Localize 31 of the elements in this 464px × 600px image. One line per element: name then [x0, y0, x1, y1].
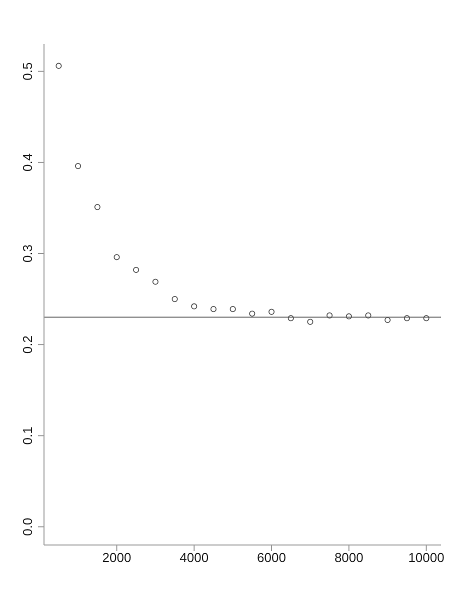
point: [56, 62, 62, 69]
x-tick-label: 2000: [102, 550, 132, 566]
y-tick-label: 0.5: [20, 62, 35, 80]
point: [133, 266, 140, 273]
point: [210, 306, 217, 312]
point: [152, 278, 158, 285]
point: [268, 308, 275, 315]
point: [423, 315, 430, 322]
point: [191, 303, 198, 310]
point: [326, 312, 333, 318]
y-tick-label: 0.0: [20, 518, 35, 536]
point: [404, 315, 410, 322]
y-tick-label: 0.1: [20, 426, 35, 445]
point: [172, 296, 178, 302]
x-tick-label: 4000: [180, 550, 209, 566]
x-tick-label: 6000: [257, 550, 286, 566]
point: [249, 310, 256, 317]
point: [365, 312, 372, 318]
point: [307, 318, 314, 325]
x-tick-label: 10000: [408, 550, 444, 566]
point: [346, 313, 352, 320]
point: [114, 254, 120, 260]
point: [288, 315, 294, 322]
x-tick-label: 8000: [334, 550, 364, 566]
point: [75, 163, 82, 170]
y-tick-label: 0.4: [20, 153, 35, 172]
y-tick-label: 0.2: [20, 336, 35, 354]
point: [384, 316, 391, 324]
point: [230, 306, 236, 312]
y-tick-label: 0.3: [20, 244, 35, 263]
point: [94, 204, 100, 210]
